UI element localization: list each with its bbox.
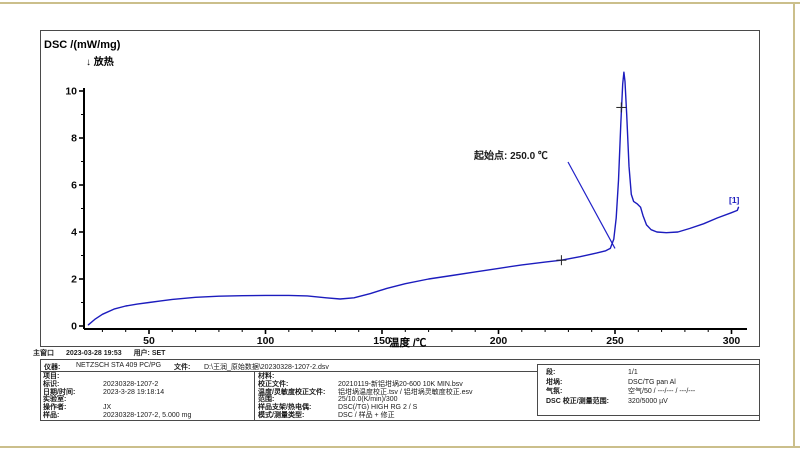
row-value: DSC / 样品 + 修正 [338, 411, 395, 419]
row-label: 坩埚: [546, 378, 563, 386]
table-right-column: 段: 1/1 坩埚: DSC/TG pan Al 气氛: 空气/50 / ---/--- … [546, 368, 756, 406]
table-header-row: 仪器: NETZSCH STA 409 PC/PG 文件: D:\王润_原始数据… [41, 360, 759, 371]
row-label: 项目: [43, 373, 60, 380]
file-label: 文件: [174, 364, 191, 371]
svg-text:[1]: [1] [729, 195, 740, 205]
measurement-parameters-table: 仪器: NETZSCH STA 409 PC/PG 文件: D:\王润_原始数据… [40, 359, 760, 421]
svg-text:6: 6 [71, 180, 77, 192]
svg-text:100: 100 [257, 335, 275, 344]
row-label: 材料: [258, 373, 275, 380]
table-row: 项目: [43, 373, 251, 381]
table-row: 实验室: [43, 396, 251, 404]
timestamp: 2023-03-28 19:53 [65, 350, 122, 357]
window-bottom-border [0, 446, 800, 448]
table-row: 范围: 25/10.0(K/min)/300 [258, 396, 536, 404]
row-value: 铝坩埚温度校正.tsv / 铝坩埚灵敏度校正.esv [338, 388, 473, 396]
row-value: 20230328-1207-2, 5.000 mg [103, 411, 192, 419]
row-label: 样品: [43, 411, 60, 419]
table-row: DSC 校正/测量范围: 320/5000 µV [546, 397, 756, 407]
row-label: 温度/灵敏度校正文件: [258, 388, 326, 396]
table-row: 操作者: JX [43, 404, 251, 412]
row-label: 模式/测量类型: [258, 411, 305, 419]
svg-text:50: 50 [143, 335, 155, 344]
column-divider [254, 371, 255, 420]
svg-text:10: 10 [65, 86, 77, 98]
row-label: 操作者: [43, 404, 67, 412]
table-row: 样品: 20230328-1207-2, 5.000 mg [43, 412, 251, 420]
dsc-chart-frame: 50 100 150 200 250 300 0 2 4 6 8 10 [1] DSC /(mW/mg)… [40, 30, 760, 349]
row-value: 320/5000 µV [628, 397, 668, 405]
svg-text:0: 0 [71, 321, 77, 333]
table-row: 段: 1/1 [546, 368, 756, 378]
row-value: 20230328-1207-2 [103, 380, 159, 388]
table-row: 模式/测量类型: DSC / 样品 + 修正 [258, 412, 536, 420]
row-value: JX [103, 404, 112, 412]
row-value: 25/10.0(K/min)/300 [338, 396, 398, 404]
table-right-panel: 段: 1/1 坩埚: DSC/TG pan Al 气氛: 空气/50 / ---/--- … [537, 364, 760, 416]
row-label: 气氛: [546, 388, 563, 396]
user-label: 用户: SET [133, 350, 166, 357]
instrument-label: 仪器: [44, 364, 61, 371]
file-path: D:\王润_原始数据\20230328-1207-2.dsv [204, 364, 329, 371]
svg-text:200: 200 [490, 335, 508, 344]
svg-text:8: 8 [71, 133, 77, 145]
row-value: 空气/50 / ---/--- / ---/--- [628, 388, 696, 396]
row-label: 样品支架/热电偶: [258, 404, 312, 412]
header-divider [41, 371, 538, 372]
svg-text:150: 150 [373, 335, 391, 344]
row-label: DSC 校正/测量范围: [546, 397, 609, 405]
row-value: 2023-3-28 19:18:14 [103, 388, 165, 396]
table-row: 日期/时间: 2023-3-28 19:18:14 [43, 389, 251, 397]
meta-line: 主窗口 2023-03-28 19:53 用户: SET [33, 348, 175, 358]
dsc-plot: 50 100 150 200 250 300 0 2 4 6 8 10 [1] [65, 71, 747, 344]
row-label: 段: [546, 369, 556, 376]
row-value: DSC/TG pan Al [628, 378, 676, 386]
row-value: 1/1 [628, 369, 638, 376]
onset-annotation: 起始点: 250.0 ℃ [474, 151, 548, 162]
table-row: 坩埚: DSC/TG pan Al [546, 378, 756, 388]
instrument-value: NETZSCH STA 409 PC/PG [76, 362, 162, 369]
row-value: DSC(/TG) HIGH RG 2 / S [338, 404, 418, 412]
window-name: 主窗口 [33, 350, 54, 357]
table-row: 气氛: 空气/50 / ---/--- / ---/--- [546, 387, 756, 397]
table-row: 校正文件: 20210119-新铝坩埚20-600 10K MIN.bsv [258, 381, 536, 389]
table-row: 标识: 20230328-1207-2 [43, 381, 251, 389]
table-left-column: 项目: 标识: 20230328-1207-2 日期/时间: 2023-3-28 19:… [43, 373, 251, 420]
svg-text:4: 4 [71, 227, 77, 239]
svg-text:250: 250 [606, 335, 624, 344]
row-label: 实验室: [43, 396, 67, 404]
table-row: 温度/灵敏度校正文件: 铝坩埚温度校正.tsv / 铝坩埚灵敏度校正.esv [258, 389, 536, 397]
table-row: 材料: [258, 373, 536, 381]
svg-text:300: 300 [723, 335, 741, 344]
row-label: 日期/时间: [43, 388, 76, 396]
window-right-border [793, 2, 795, 448]
table-middle-column: 材料: 校正文件: 20210119-新铝坩埚20-600 10K MIN.bsv 温… [258, 373, 536, 420]
x-axis-title: 温度 /℃ [389, 337, 427, 349]
row-label: 标识: [43, 380, 60, 388]
exo-direction-label: ↓ 放热 [86, 57, 114, 68]
window-top-border [0, 2, 800, 4]
row-label: 范围: [258, 396, 275, 404]
svg-text:2: 2 [71, 274, 77, 286]
row-value: 20210119-新铝坩埚20-600 10K MIN.bsv [338, 380, 463, 388]
row-label: 校正文件: [258, 380, 289, 388]
y-axis-title: DSC /(mW/mg) [44, 39, 121, 51]
table-row: 样品支架/热电偶: DSC(/TG) HIGH RG 2 / S [258, 404, 536, 412]
